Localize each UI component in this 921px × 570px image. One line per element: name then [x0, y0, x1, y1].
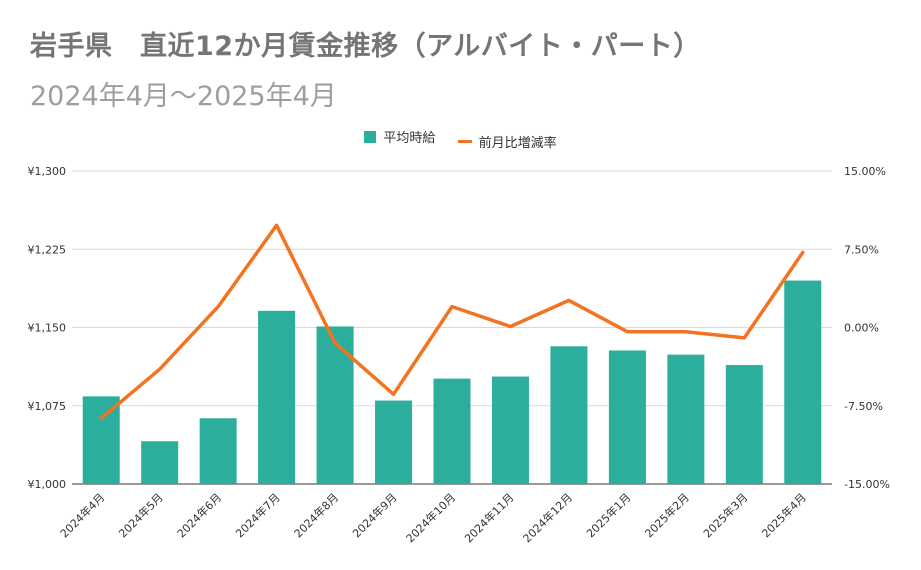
bar	[550, 346, 588, 484]
x-tick-label: 2025年1月	[583, 490, 633, 540]
legend-item-bar: 平均時給	[364, 127, 435, 146]
y-left-tick-label: ¥1,150	[28, 322, 67, 335]
bar	[82, 396, 120, 484]
legend-label-bar: 平均時給	[383, 131, 436, 146]
series-line	[99, 223, 805, 421]
bar	[141, 441, 179, 484]
x-tick-label: 2024年4月	[57, 490, 107, 540]
chart-subtitle: 2024年4月～2025年4月	[30, 81, 337, 112]
bar	[491, 376, 529, 484]
legend-item-line: 前月比増減率	[457, 132, 557, 151]
y-right-tick-label: 0.00%	[844, 322, 879, 335]
x-tick-label: 2024年12月	[520, 490, 575, 545]
x-tick-label: 2024年10月	[403, 490, 458, 545]
x-tick-label: 2024年9月	[349, 490, 399, 540]
bar	[608, 350, 646, 484]
bar	[433, 378, 471, 484]
legend-swatch-bar	[364, 130, 377, 143]
y-left-tick-label: ¥1,225	[28, 243, 67, 256]
legend-swatch-line	[457, 139, 472, 143]
legend-label-line: 前月比増減率	[478, 135, 557, 151]
y-right-tick-label: -15.00%	[844, 478, 890, 491]
bar	[316, 326, 354, 484]
bar	[258, 310, 296, 484]
bar	[199, 418, 237, 484]
chart-title: 岩手県 直近12か月賃金推移（アルバイト・パート）	[30, 31, 701, 62]
x-tick-label: 2024年6月	[174, 490, 224, 540]
bar	[725, 365, 763, 484]
x-tick-label: 2025年3月	[700, 490, 750, 540]
x-tick-label: 2024年11月	[461, 490, 516, 545]
legend: 平均時給 前月比増減率	[0, 127, 921, 151]
x-tick-label: 2024年8月	[291, 490, 341, 540]
y-right-tick-label: 15.00%	[844, 165, 886, 178]
y-right-tick-label: 7.50%	[844, 243, 879, 256]
y-right-tick-label: -7.50%	[844, 400, 883, 413]
y-left-tick-label: ¥1,075	[28, 400, 67, 413]
bar	[667, 354, 705, 484]
y-left-tick-label: ¥1,000	[28, 478, 67, 491]
x-tick-label: 2025年4月	[759, 490, 809, 540]
x-tick-label: 2024年7月	[233, 490, 283, 540]
bar	[784, 280, 822, 484]
y-left-tick-label: ¥1,300	[28, 165, 67, 178]
x-tick-label: 2024年5月	[116, 490, 166, 540]
x-tick-label: 2025年2月	[642, 490, 692, 540]
bar	[375, 400, 413, 484]
